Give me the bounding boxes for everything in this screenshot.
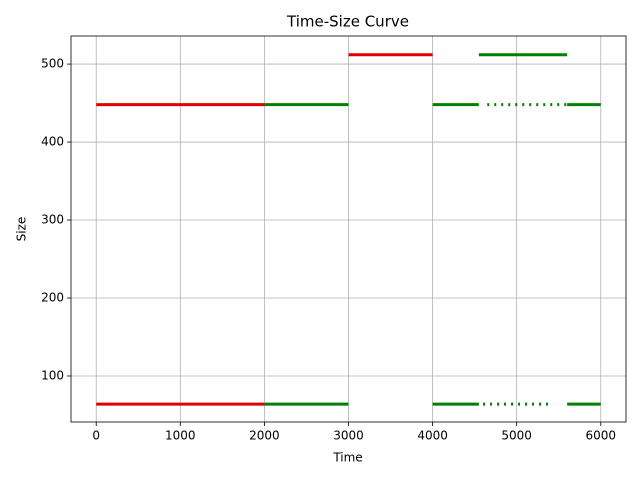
x-tick-label: 1000 (165, 429, 196, 443)
y-tick-label: 100 (41, 368, 64, 382)
y-tick-label: 400 (41, 135, 64, 149)
x-tick-label: 5000 (501, 429, 532, 443)
y-axis-label: Size (15, 217, 29, 242)
x-axis-label: Time (332, 451, 362, 465)
x-tick-label: 3000 (333, 429, 364, 443)
x-tick-label: 4000 (417, 429, 448, 443)
y-tick-label: 200 (41, 291, 64, 305)
chart-title: Time-Size Curve (286, 13, 409, 31)
y-tick-label: 500 (41, 57, 64, 71)
x-tick-label: 2000 (249, 429, 280, 443)
y-tick-label: 300 (41, 213, 64, 227)
plot-frame (70, 35, 627, 423)
x-tick-label: 0 (92, 429, 100, 443)
x-tick-label: 6000 (585, 429, 616, 443)
